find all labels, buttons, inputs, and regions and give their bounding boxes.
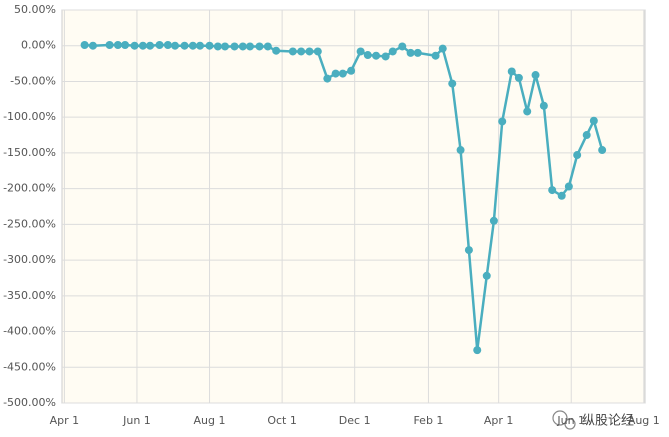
y-tick-label: -150.00% [3, 146, 56, 159]
point [288, 47, 297, 56]
x-tick-label: Aug 1 [194, 414, 226, 427]
point [238, 42, 247, 51]
point [448, 79, 457, 88]
y-tick-label: 0.00% [21, 39, 56, 52]
point [331, 69, 340, 78]
point [388, 47, 397, 56]
point [155, 41, 164, 50]
point [205, 41, 214, 50]
point [413, 48, 422, 57]
point [196, 41, 205, 50]
point [489, 216, 498, 225]
point [188, 41, 197, 50]
point [514, 73, 523, 82]
point [598, 146, 607, 155]
y-tick-label: -400.00% [3, 325, 56, 338]
x-tick-label: Feb 1 [413, 414, 443, 427]
point [381, 52, 390, 61]
point [105, 41, 114, 50]
point [171, 41, 180, 50]
point [372, 51, 381, 60]
point [138, 41, 147, 50]
point [146, 41, 155, 50]
x-tick-label: Apr 1 [484, 414, 514, 427]
x-tick-label: Oct 1 [267, 414, 297, 427]
y-tick-label: 50.00% [14, 3, 56, 16]
watermark: 纵股论经 [582, 414, 634, 429]
point [305, 47, 314, 56]
point [255, 42, 264, 51]
point [548, 186, 557, 195]
watermark-icon [552, 410, 576, 430]
point [347, 66, 356, 75]
point [263, 42, 272, 51]
point [245, 42, 254, 51]
point [557, 191, 566, 200]
point [130, 41, 139, 50]
point [482, 271, 491, 280]
point [564, 182, 573, 191]
y-tick-label: -500.00% [3, 396, 56, 409]
point [338, 69, 347, 78]
point [589, 116, 598, 125]
point [221, 42, 230, 51]
y-tick-label: -300.00% [3, 253, 56, 266]
point [113, 41, 122, 50]
y-tick-label: -50.00% [10, 74, 56, 87]
point [498, 117, 507, 126]
y-tick-label: -200.00% [3, 182, 56, 195]
plot-area [61, 9, 646, 404]
point [582, 131, 591, 140]
y-tick-label: -100.00% [3, 110, 56, 123]
point [297, 47, 306, 56]
y-tick-label: -450.00% [3, 360, 56, 373]
y-tick-label: -250.00% [3, 217, 56, 230]
point [230, 42, 239, 51]
point [464, 246, 473, 255]
point [438, 44, 447, 53]
x-tick-label: Jun 1 [556, 414, 585, 427]
point [180, 41, 189, 50]
point [213, 42, 222, 51]
point [456, 146, 465, 155]
point [523, 107, 532, 116]
point [356, 47, 365, 56]
x-tick-label: Apr 1 [50, 414, 80, 427]
point [121, 41, 130, 50]
point [507, 67, 516, 76]
point [313, 47, 322, 56]
point [531, 71, 540, 80]
point [363, 51, 372, 60]
point [398, 42, 407, 51]
point [272, 46, 281, 55]
point [406, 48, 415, 57]
point [88, 41, 97, 50]
x-tick-label: Jun 1 [122, 414, 151, 427]
x-tick-label: Aug 1 [628, 414, 660, 427]
point [539, 101, 548, 110]
y-tick-label: -350.00% [3, 289, 56, 302]
point [573, 151, 582, 160]
x-tick-label: Dec 1 [339, 414, 371, 427]
point [473, 346, 482, 355]
point [80, 41, 89, 50]
point [163, 41, 172, 50]
point [323, 74, 332, 83]
point [431, 51, 440, 60]
